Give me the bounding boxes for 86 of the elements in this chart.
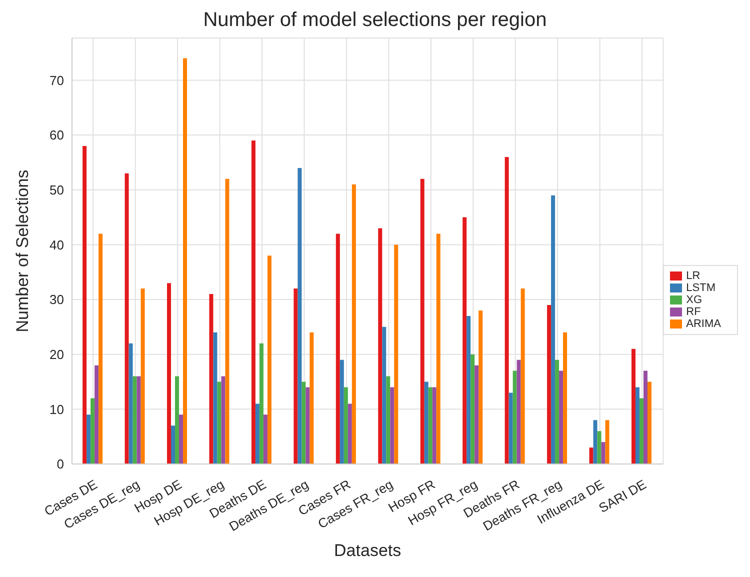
bar <box>225 178 230 464</box>
chart-title: Number of model selections per region <box>202 8 548 32</box>
bar <box>217 382 222 464</box>
bar <box>547 305 552 464</box>
y-axis-title: Number of Selections <box>13 170 32 332</box>
bar <box>340 360 344 464</box>
bar <box>175 376 180 464</box>
legend-label: ARIMA <box>686 318 721 330</box>
bar <box>344 387 348 464</box>
bar <box>563 332 568 464</box>
y-tick-label: 0 <box>56 456 64 472</box>
bar <box>428 387 432 464</box>
bar <box>167 283 172 464</box>
bar <box>462 217 467 464</box>
bar <box>520 288 525 464</box>
bar <box>504 156 509 464</box>
bar <box>263 414 268 464</box>
bar <box>478 310 483 464</box>
bar <box>635 387 640 464</box>
bar <box>386 376 390 464</box>
bar <box>302 382 306 464</box>
bar <box>559 370 564 464</box>
bar <box>128 343 133 464</box>
bar <box>378 228 382 464</box>
bar <box>436 234 440 464</box>
y-tick-label: 50 <box>50 182 64 198</box>
bar <box>213 332 218 464</box>
bar <box>183 58 188 464</box>
bar <box>432 387 436 464</box>
bar <box>647 382 652 464</box>
x-axis-title: Datasets <box>334 541 402 560</box>
bar <box>516 360 521 464</box>
bar <box>589 448 594 464</box>
bar <box>470 354 475 464</box>
bar <box>136 376 141 464</box>
bar <box>209 294 214 464</box>
bar <box>639 398 644 464</box>
legend-label: LSTM <box>686 282 716 294</box>
bar <box>643 370 648 464</box>
bar <box>605 420 610 464</box>
bar <box>466 316 471 464</box>
bar <box>124 173 129 464</box>
bar <box>382 326 386 464</box>
bar <box>512 370 517 464</box>
bar <box>336 234 340 464</box>
bar <box>259 343 264 464</box>
bar <box>255 404 260 464</box>
legend-label: XG <box>686 294 702 306</box>
bar <box>171 426 176 464</box>
bar <box>394 244 398 464</box>
bar <box>86 414 91 464</box>
bar <box>508 392 513 464</box>
bar <box>251 140 256 464</box>
y-tick-label: 10 <box>50 402 64 417</box>
bar <box>179 414 184 464</box>
bar <box>90 398 95 464</box>
y-tick-label: 70 <box>50 72 64 88</box>
bar <box>551 195 556 464</box>
y-tick-label: 60 <box>50 128 64 143</box>
bar <box>424 382 428 464</box>
bar <box>294 288 298 464</box>
bar <box>306 387 310 464</box>
bar <box>98 234 103 464</box>
bar <box>597 431 602 464</box>
bar <box>140 288 145 464</box>
bar <box>390 387 394 464</box>
bar <box>601 442 606 464</box>
bar <box>267 256 272 464</box>
bar <box>310 332 314 464</box>
bar <box>631 348 636 464</box>
legend-label: LR <box>686 270 700 282</box>
bar <box>348 404 352 464</box>
bar <box>94 365 99 464</box>
legend-label: RF <box>686 306 701 318</box>
bar <box>474 365 479 464</box>
y-tick-label: 30 <box>50 292 64 308</box>
bar <box>352 184 356 464</box>
y-tick-label: 40 <box>50 237 64 252</box>
bar <box>420 178 424 464</box>
bar <box>593 420 598 464</box>
bar <box>555 360 560 464</box>
bar <box>221 376 226 464</box>
bar <box>82 146 87 464</box>
bar <box>298 168 302 464</box>
y-tick-label: 20 <box>50 346 64 362</box>
bar <box>132 376 137 464</box>
